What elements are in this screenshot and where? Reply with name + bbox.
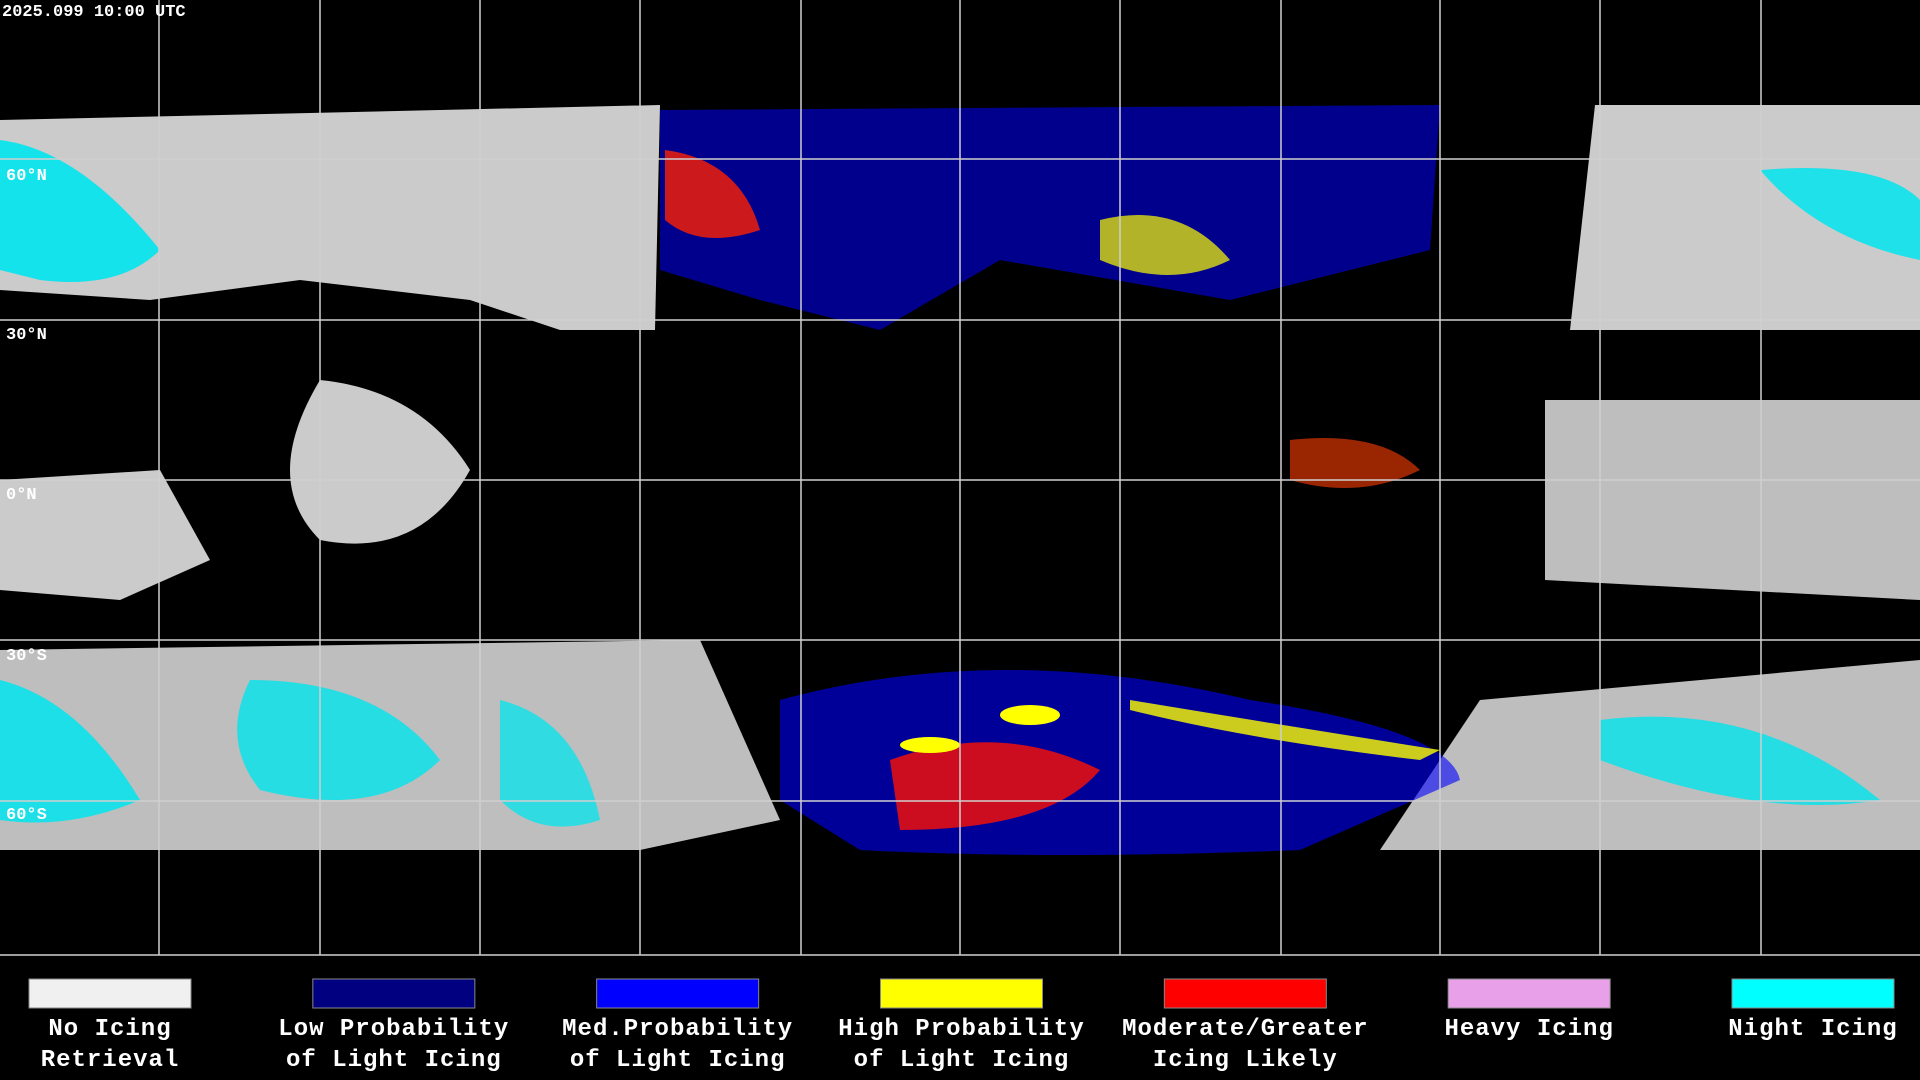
legend-label: of Light Icing bbox=[570, 1047, 786, 1074]
moderate-area bbox=[890, 742, 1100, 830]
latitude-label: 30°S bbox=[6, 647, 47, 666]
legend-swatch bbox=[312, 978, 476, 1009]
cloud-area bbox=[0, 470, 210, 600]
legend-label: Low Probability bbox=[278, 1016, 509, 1043]
cloud-area bbox=[0, 105, 660, 330]
legend-label: Heavy Icing bbox=[1444, 1016, 1613, 1043]
legend-swatch bbox=[28, 978, 192, 1009]
legend-label: High Probability bbox=[838, 1016, 1084, 1043]
night-icing-area bbox=[0, 680, 140, 823]
legend-swatch bbox=[1731, 978, 1895, 1009]
cloud-area bbox=[1570, 105, 1920, 330]
night-icing-area bbox=[500, 700, 600, 827]
latitude-label: 30°N bbox=[6, 326, 47, 345]
timestamp: 2025.099 10:00 UTC bbox=[2, 3, 186, 22]
graticule bbox=[0, 0, 1920, 956]
night-icing-area bbox=[0, 140, 160, 282]
legend-label: Night Icing bbox=[1728, 1016, 1897, 1043]
latitude-label: 0°N bbox=[6, 486, 37, 505]
legend-label: Med.Probability bbox=[562, 1016, 793, 1043]
night-icing-area bbox=[1760, 168, 1920, 260]
legend-label: Moderate/Greater bbox=[1122, 1016, 1368, 1043]
latitude-label: 60°N bbox=[6, 167, 47, 186]
legend: No Icing Retrieval Low Probability of Light… bbox=[28, 978, 1897, 1074]
moderate-area bbox=[1290, 438, 1420, 488]
high-probability-area bbox=[900, 737, 960, 753]
legend-swatch bbox=[880, 978, 1043, 1009]
latitude-label: 60°S bbox=[6, 806, 47, 825]
cloud-area bbox=[290, 380, 470, 544]
moderate-area bbox=[665, 150, 760, 238]
med-probability-area bbox=[660, 105, 1440, 330]
legend-label: of Light Icing bbox=[286, 1047, 502, 1074]
legend-swatch bbox=[1447, 978, 1611, 1009]
high-probability-area bbox=[1130, 700, 1440, 760]
high-probability-area bbox=[1100, 215, 1230, 275]
cloud-fields bbox=[0, 105, 1920, 850]
night-icing-area bbox=[1600, 716, 1880, 805]
legend-label: Retrieval bbox=[41, 1047, 180, 1074]
legend-swatch bbox=[1163, 978, 1327, 1009]
legend-label: of Light Icing bbox=[854, 1047, 1070, 1074]
legend-label: Icing Likely bbox=[1153, 1047, 1338, 1074]
cloud-area bbox=[1545, 400, 1920, 600]
high-probability-area bbox=[1000, 705, 1060, 725]
night-icing-area bbox=[237, 680, 440, 800]
legend-swatch bbox=[596, 978, 760, 1009]
legend-label: No Icing bbox=[48, 1016, 171, 1043]
